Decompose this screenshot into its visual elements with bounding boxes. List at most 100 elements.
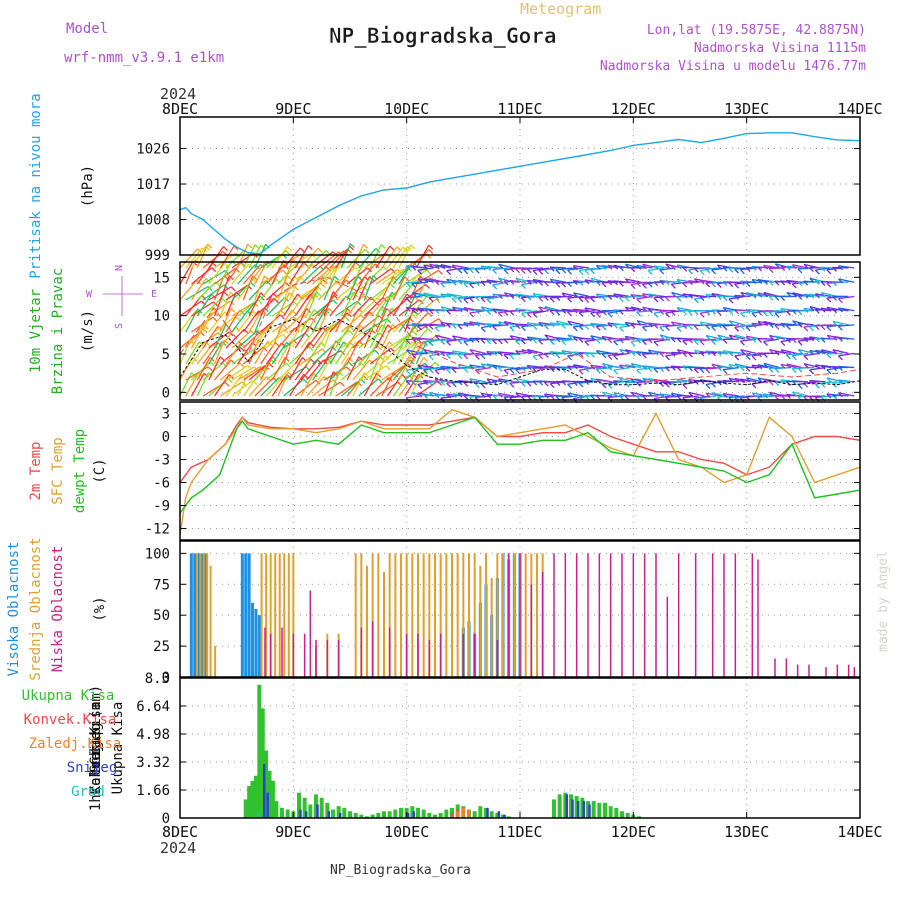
wind-barb-tick (474, 354, 480, 360)
data-point (678, 458, 680, 461)
wind-barb-tick (595, 325, 601, 331)
wind-barb-tick (584, 307, 590, 313)
data-point (814, 382, 816, 384)
wind-barb-tick (428, 309, 434, 315)
wind-barb (179, 331, 201, 349)
wind-barb-tick (411, 337, 417, 343)
wind-barb (728, 395, 745, 399)
wind-barb-tick (820, 364, 826, 370)
data-point (236, 424, 238, 426)
wind-barb-tick (676, 264, 682, 270)
wind-barb-tick (515, 308, 521, 314)
wind-barb-tick (573, 292, 579, 298)
wind-barb-tick (699, 312, 705, 318)
wind-barb (631, 306, 647, 312)
wind-barb-tick (520, 381, 526, 387)
wind-barb (446, 293, 463, 298)
wind-barb-tick (613, 340, 619, 346)
wind-barb-tick (480, 338, 486, 344)
model-name: wrf-nmm_v3.9.1 e1km (64, 50, 224, 66)
wind-barb-tick (820, 337, 826, 343)
wind-barb-tick (497, 294, 503, 300)
bar-clouds-2 (723, 553, 725, 677)
wind-barb (237, 264, 256, 285)
data-point (746, 372, 748, 374)
bar-precipitation-0 (586, 801, 590, 818)
bar-precipitation-0 (625, 812, 630, 818)
x-tick-label-top: 9DEC (275, 100, 311, 118)
wind-barb (699, 379, 717, 383)
wind-barb-tick (411, 353, 417, 359)
wind-barb-tick (670, 365, 676, 371)
wind-barb-tick (332, 299, 338, 305)
wind-barb (248, 362, 270, 381)
data-point (326, 276, 328, 278)
bar-clouds-2 (677, 553, 680, 677)
wind-barb-tick (423, 341, 429, 347)
wind-barb-tick (543, 324, 549, 330)
bar-precipitation-0 (267, 770, 272, 818)
wind-barb (723, 366, 740, 371)
bar-clouds-1 (206, 553, 209, 677)
wind-barb (404, 373, 420, 397)
wind-barb-tick (722, 369, 728, 375)
y-tick-label-clouds: 100 (145, 546, 170, 562)
wind-barb (190, 325, 205, 349)
wind-barb-tick (728, 320, 734, 326)
axis-label-wind: 10m Vjetar (28, 289, 44, 373)
elevation-text: Nadmorska Visina 1115m (694, 41, 866, 56)
wind-barb (734, 267, 751, 270)
wind-barb-tick (584, 279, 590, 285)
wind-barb (682, 395, 699, 399)
wind-barb-tick (463, 354, 469, 360)
frame-layer (179, 116, 861, 819)
wind-barb (555, 337, 572, 340)
data-point (315, 439, 317, 441)
wind-barb-tick (602, 363, 607, 369)
wind-barb (358, 345, 378, 365)
wind-barb-tick (376, 372, 382, 378)
wind-barb-tick (346, 366, 352, 372)
wind-barb-tick (377, 378, 383, 384)
data-point (428, 376, 430, 378)
bar-clouds-2 (757, 559, 759, 677)
wind-barb-tick (532, 270, 538, 276)
wind-barb-tick (434, 350, 440, 356)
bar-clouds-1 (287, 553, 290, 677)
wind-barb-tick (797, 281, 803, 287)
data-point (700, 142, 702, 144)
wind-barb-tick (428, 297, 434, 303)
wind-barb (271, 342, 288, 365)
wind-barb-tick (572, 351, 578, 357)
wind-barb-tick (809, 350, 815, 355)
panel-frame-clouds (179, 540, 861, 678)
wind-barb (699, 279, 717, 283)
wind-barb-tick (613, 323, 618, 329)
wind-barb-tick (515, 392, 521, 398)
wind-barb (191, 361, 211, 381)
wind-barb-tick (647, 367, 653, 373)
wind-barb-tick (670, 381, 676, 387)
wind-barb-tick (595, 368, 601, 374)
wind-barb-tick (474, 383, 480, 389)
wind-barb-tick (252, 379, 258, 385)
bar-clouds-1 (199, 553, 202, 677)
wind-barb-tick (659, 269, 665, 275)
wind-barb-tick (832, 335, 838, 341)
bar-precipitation-0 (563, 792, 568, 818)
wind-barb-tick (693, 298, 699, 304)
bar-precipitation-0 (597, 802, 602, 818)
wind-barb (242, 329, 263, 349)
wind-barb-tick (711, 269, 717, 275)
wind-barb (266, 282, 287, 301)
wind-barb-tick (363, 372, 369, 378)
wind-barb (659, 351, 676, 354)
wind-barb (271, 260, 285, 285)
wind-barb-tick (607, 280, 613, 286)
wind-barb-tick (492, 325, 497, 331)
wind-barb (311, 308, 326, 333)
wind-barb-tick (287, 275, 293, 281)
wind-barb-tick (687, 310, 693, 316)
wind-barb-tick (555, 381, 561, 386)
data-point (746, 132, 748, 135)
